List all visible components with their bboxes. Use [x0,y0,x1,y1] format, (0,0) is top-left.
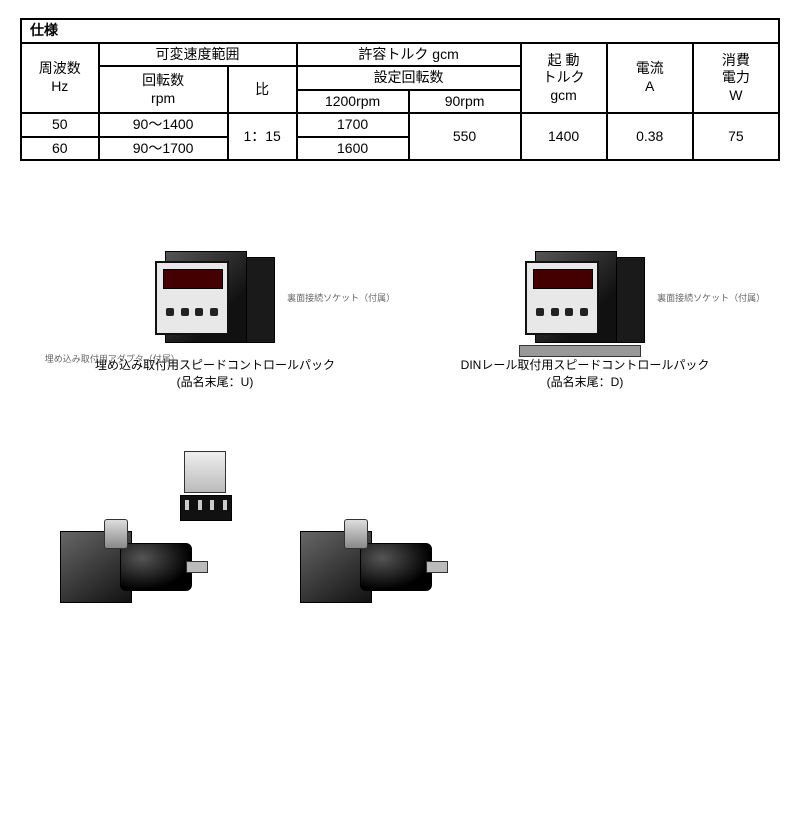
col-variable-range: 可変速度範囲 [99,43,297,67]
power-l1: 消費 [722,52,750,68]
col-torque: 許容トルク gcm [297,43,521,67]
current-unit: A [645,78,654,94]
freq-label: 周波数 [39,60,81,76]
product-suffix: (品名末尾：D) [547,375,624,389]
start-torque-unit: gcm [550,87,576,103]
col-rpm: 回転数 rpm [99,66,228,113]
controller-icon [155,251,275,351]
cell-t90: 550 [409,113,521,160]
table-title: 仕様 [21,19,779,43]
col-set-rpm: 設定回転数 [297,66,521,90]
col-90rpm: 90rpm [409,90,521,114]
cell-range-50: 90～1400 [99,113,228,137]
start-torque-l2: トルク [543,69,585,85]
rpm-label: 回転数 [142,72,184,88]
motor-icon [60,521,210,621]
motors-row [0,451,800,621]
col-start-torque: 起 動 トルク gcm [521,43,607,114]
cell-t1200-50: 1700 [297,113,409,137]
col-1200rpm: 1200rpm [297,90,409,114]
cell-freq-50: 50 [21,113,99,137]
product-embedded: 裏面接続ソケット（付属） 埋め込み取付用アダプタ（付属） 埋め込み取付用スピード… [45,221,385,391]
motor-icon [300,521,450,621]
col-power: 消費 電力 W [693,43,779,114]
power-unit: W [729,87,742,103]
cell-range-60: 90～1700 [99,137,228,161]
cell-t1200-60: 1600 [297,137,409,161]
product-embedded-image: 裏面接続ソケット（付属） 埋め込み取付用アダプタ（付属） [45,221,385,351]
cell-start: 1400 [521,113,607,160]
product-din-caption: DINレール取付用スピードコントロールパック (品名末尾：D) [415,357,755,391]
controller-din-icon [525,251,645,351]
product-name: DINレール取付用スピードコントロールパック [461,358,710,372]
product-din: 裏面接続ソケット（付属） DINレール取付用スピードコントロールパック (品名末… [415,221,755,391]
product-din-image: 裏面接続ソケット（付属） [415,221,755,351]
col-frequency: 周波数 Hz [21,43,99,114]
rpm-unit: rpm [151,90,175,106]
cell-ratio: 1：15 [228,113,297,160]
cell-current: 0.38 [607,113,693,160]
product-suffix: (品名末尾：U) [177,375,254,389]
power-l2: 電力 [722,69,750,85]
spec-table-region: 仕様 周波数 Hz 可変速度範囲 許容トルク gcm 起 動 トルク gcm 電… [20,18,780,161]
start-torque-l1: 起 動 [548,52,580,68]
motor-with-terminal [60,451,280,621]
table-row: 50 90～1400 1：15 1700 550 1400 0.38 75 [21,113,779,137]
current-label: 電流 [636,60,664,76]
socket-label: 裏面接続ソケット（付属） [287,291,395,304]
terminal-block-icon [180,451,230,521]
adapter-label: 埋め込み取付用アダプタ（付属） [45,352,180,365]
socket-label: 裏面接続ソケット（付属） [657,291,765,304]
col-ratio: 比 [228,66,297,113]
col-current: 電流 A [607,43,693,114]
freq-unit: Hz [51,78,68,94]
spec-table: 仕様 周波数 Hz 可変速度範囲 許容トルク gcm 起 動 トルク gcm 電… [20,18,780,161]
cell-power: 75 [693,113,779,160]
cell-freq-60: 60 [21,137,99,161]
products-row: 裏面接続ソケット（付属） 埋め込み取付用アダプタ（付属） 埋め込み取付用スピード… [0,221,800,391]
